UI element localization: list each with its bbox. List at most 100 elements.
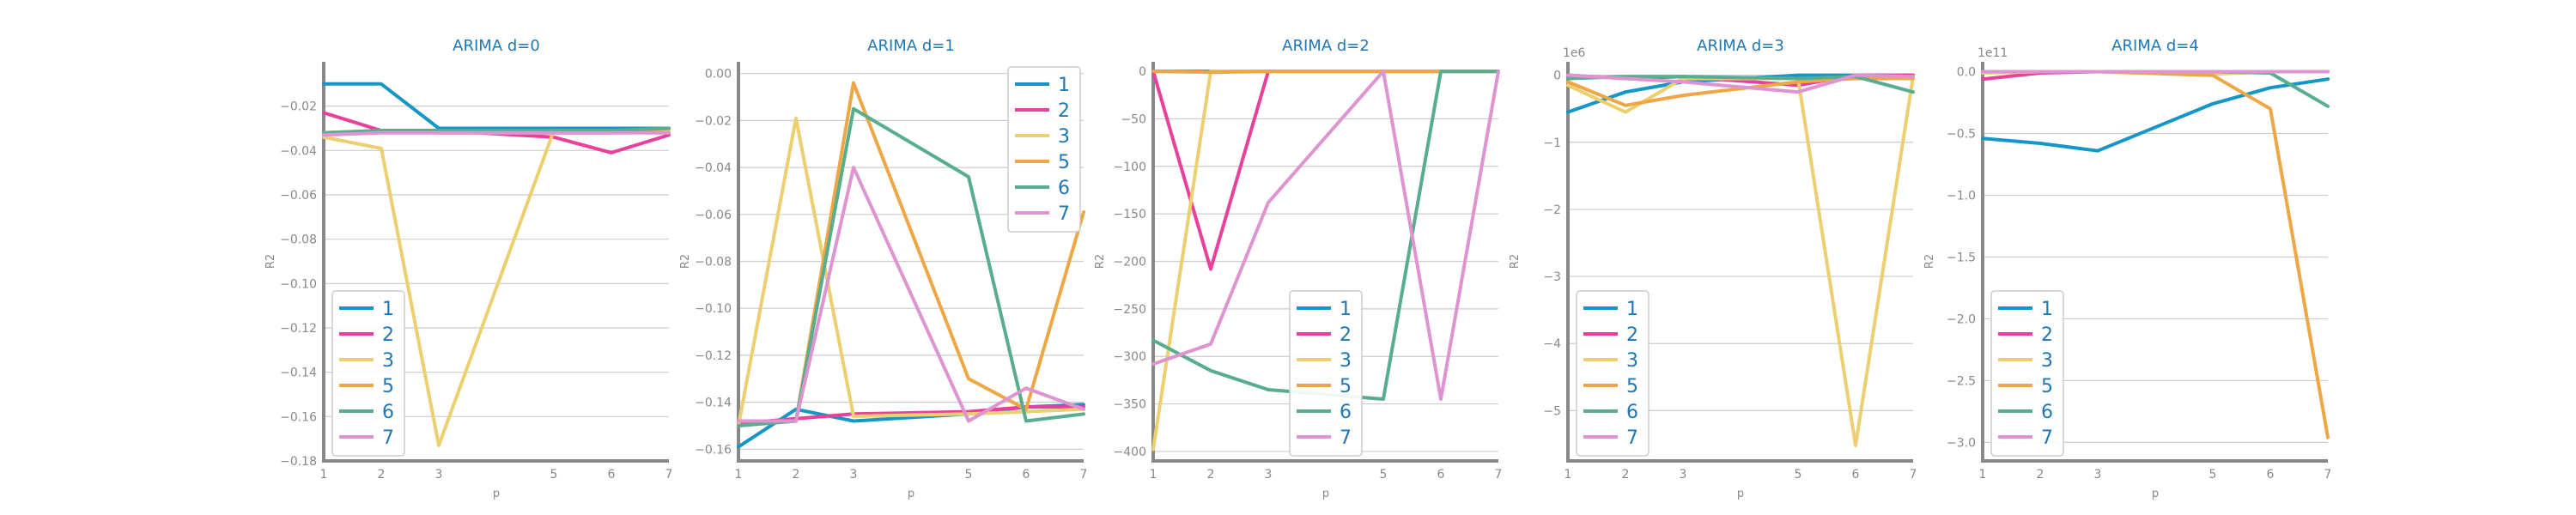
y-tick-label: −0.06 <box>280 189 317 203</box>
y-tick-label: −0.10 <box>280 277 317 291</box>
y-tick-label: −100 <box>1114 161 1146 174</box>
y-tick-label: 0.00 <box>705 68 732 82</box>
legend-label: 7 <box>1340 427 1352 449</box>
y-tick-label: −0.08 <box>280 233 317 247</box>
x-tick-label: 7 <box>665 468 673 482</box>
x-tick-label: 6 <box>1023 468 1030 482</box>
y-tick-label: −1 <box>1543 136 1561 150</box>
y-tick-label: −0.12 <box>280 322 317 336</box>
x-tick-label: 5 <box>550 468 558 482</box>
y-tick-label: −0.12 <box>695 349 732 363</box>
y-tick-label: −50 <box>1121 112 1146 126</box>
y-tick-label: −0.5 <box>1947 127 1976 141</box>
x-tick-label: 5 <box>2209 468 2217 482</box>
y-tick-label: −0.14 <box>695 397 732 410</box>
x-tick-label: 3 <box>435 468 443 482</box>
y-tick-label: −0.14 <box>280 367 317 380</box>
x-axis-label: p <box>1322 488 1329 500</box>
y-tick-label: −1.5 <box>1947 251 1976 264</box>
x-tick-label: 7 <box>1080 468 1088 482</box>
y-tick-label: −2.0 <box>1947 312 1976 326</box>
x-tick-label: 7 <box>2324 468 2332 482</box>
x-axis-label: p <box>2152 488 2159 500</box>
series-line-1 <box>322 82 671 130</box>
y-tick-label: −0.18 <box>280 455 317 469</box>
y-tick-label: −0.02 <box>695 114 732 128</box>
y-axis-label: R2 <box>1509 254 1522 269</box>
y-tick-label: −0.02 <box>280 100 317 114</box>
y-tick-label: −0.04 <box>695 161 732 175</box>
axis-offset-text: 1e11 <box>1978 46 2008 60</box>
y-tick-label: −2.5 <box>1947 374 1976 388</box>
y-axis-label: R2 <box>1094 254 1107 269</box>
x-tick-label: 3 <box>1680 468 1687 482</box>
y-tick-label: −0.16 <box>695 443 732 457</box>
legend-label: 3 <box>1058 126 1070 148</box>
series-line-3 <box>737 116 1085 427</box>
legend-label: 2 <box>1058 100 1070 122</box>
x-tick-label: 5 <box>965 468 973 482</box>
y-tick-label: −250 <box>1114 303 1146 317</box>
chart-title: ARIMA d=0 <box>453 37 540 55</box>
legend-label: 2 <box>1626 324 1638 346</box>
series-line-7 <box>1566 73 1915 94</box>
legend: 1 2 3 5 6 7 <box>1007 66 1081 233</box>
legend-label: 7 <box>382 427 394 449</box>
series-line-6 <box>1981 70 2330 108</box>
legend-label: 1 <box>2041 299 2053 320</box>
legend-label: 2 <box>2041 324 2053 346</box>
x-tick-label: 1 <box>320 468 328 482</box>
y-tick-label: 0.0 <box>1957 66 1976 80</box>
chart-panel-4: −5 −4 −3 −2 −1 0 1 2 3 5 6 7 p R2 ARIMA d=3 1e6 1 2 3 5 6 7 <box>1509 37 1917 500</box>
y-tick-label: −1.0 <box>1947 189 1976 203</box>
y-tick-label: −2 <box>1543 203 1561 217</box>
series-line-1 <box>1981 77 2330 153</box>
legend: 1 2 3 5 6 7 <box>1289 290 1363 457</box>
x-tick-label: 2 <box>2037 468 2044 482</box>
chart-panel-3: −400 −350 −300 −250 −200 −150 −100 −50 0 1 2 3 5 6 7 p R… <box>1094 37 1502 500</box>
y-axis-label: R2 <box>679 254 692 269</box>
x-tick-label: 1 <box>1564 468 1572 482</box>
legend-label: 2 <box>1340 324 1352 346</box>
legend-label: 3 <box>1626 350 1638 372</box>
y-tick-label: −400 <box>1114 445 1146 459</box>
y-tick-label: −350 <box>1114 398 1146 412</box>
x-tick-label: 7 <box>1910 468 1917 482</box>
series-line-6 <box>322 126 671 135</box>
legend-label: 6 <box>1340 402 1352 423</box>
series-line-7 <box>322 130 671 137</box>
x-tick-label: 5 <box>1795 468 1802 482</box>
chart-title: ARIMA d=4 <box>2111 37 2199 55</box>
legend: 1 2 3 5 6 7 <box>1576 290 1649 457</box>
x-tick-label: 1 <box>1979 468 1987 482</box>
legend-label: 5 <box>1340 376 1352 397</box>
legend-label: 5 <box>1626 376 1638 397</box>
chart-title: ARIMA d=3 <box>1697 37 1784 55</box>
legend-label: 6 <box>382 402 394 423</box>
x-tick-label: 3 <box>850 468 858 482</box>
x-tick-label: 3 <box>1265 468 1273 482</box>
legend-label: 6 <box>1058 178 1070 199</box>
chart-panel-1: −0.18 −0.16 −0.14 −0.12 −0.10 −0.08 −0.06 −0.04… <box>264 37 672 500</box>
y-axis-label: R2 <box>1923 254 1936 269</box>
legend-label: 1 <box>1626 299 1638 320</box>
chart-panel-5: −3.0 −2.5 −2.0 −1.5 −1.0 −0.5 0.0 1 2 3 5 6 7 p R2 ARIM… <box>1923 37 2331 500</box>
y-axis-label: R2 <box>264 254 277 269</box>
y-tick-label: −300 <box>1114 350 1146 364</box>
legend-label: 7 <box>1626 427 1638 449</box>
x-tick-label: 6 <box>608 468 616 482</box>
legend-label: 3 <box>2041 350 2053 372</box>
x-tick-label: 2 <box>1622 468 1630 482</box>
legend-label: 1 <box>382 299 394 320</box>
legend: 1 2 3 5 6 7 <box>331 290 405 457</box>
x-tick-label: 6 <box>1852 468 1860 482</box>
legend-label: 7 <box>2041 427 2053 449</box>
y-tick-label: −3.0 <box>1947 436 1976 450</box>
legend-label: 1 <box>1340 299 1352 320</box>
legend-label: 6 <box>2041 402 2053 423</box>
legend-label: 5 <box>2041 376 2053 397</box>
x-tick-label: 3 <box>2094 468 2102 482</box>
series-line-7 <box>737 166 1085 423</box>
legend-label: 2 <box>382 324 394 346</box>
legend-label: 6 <box>1626 402 1638 423</box>
